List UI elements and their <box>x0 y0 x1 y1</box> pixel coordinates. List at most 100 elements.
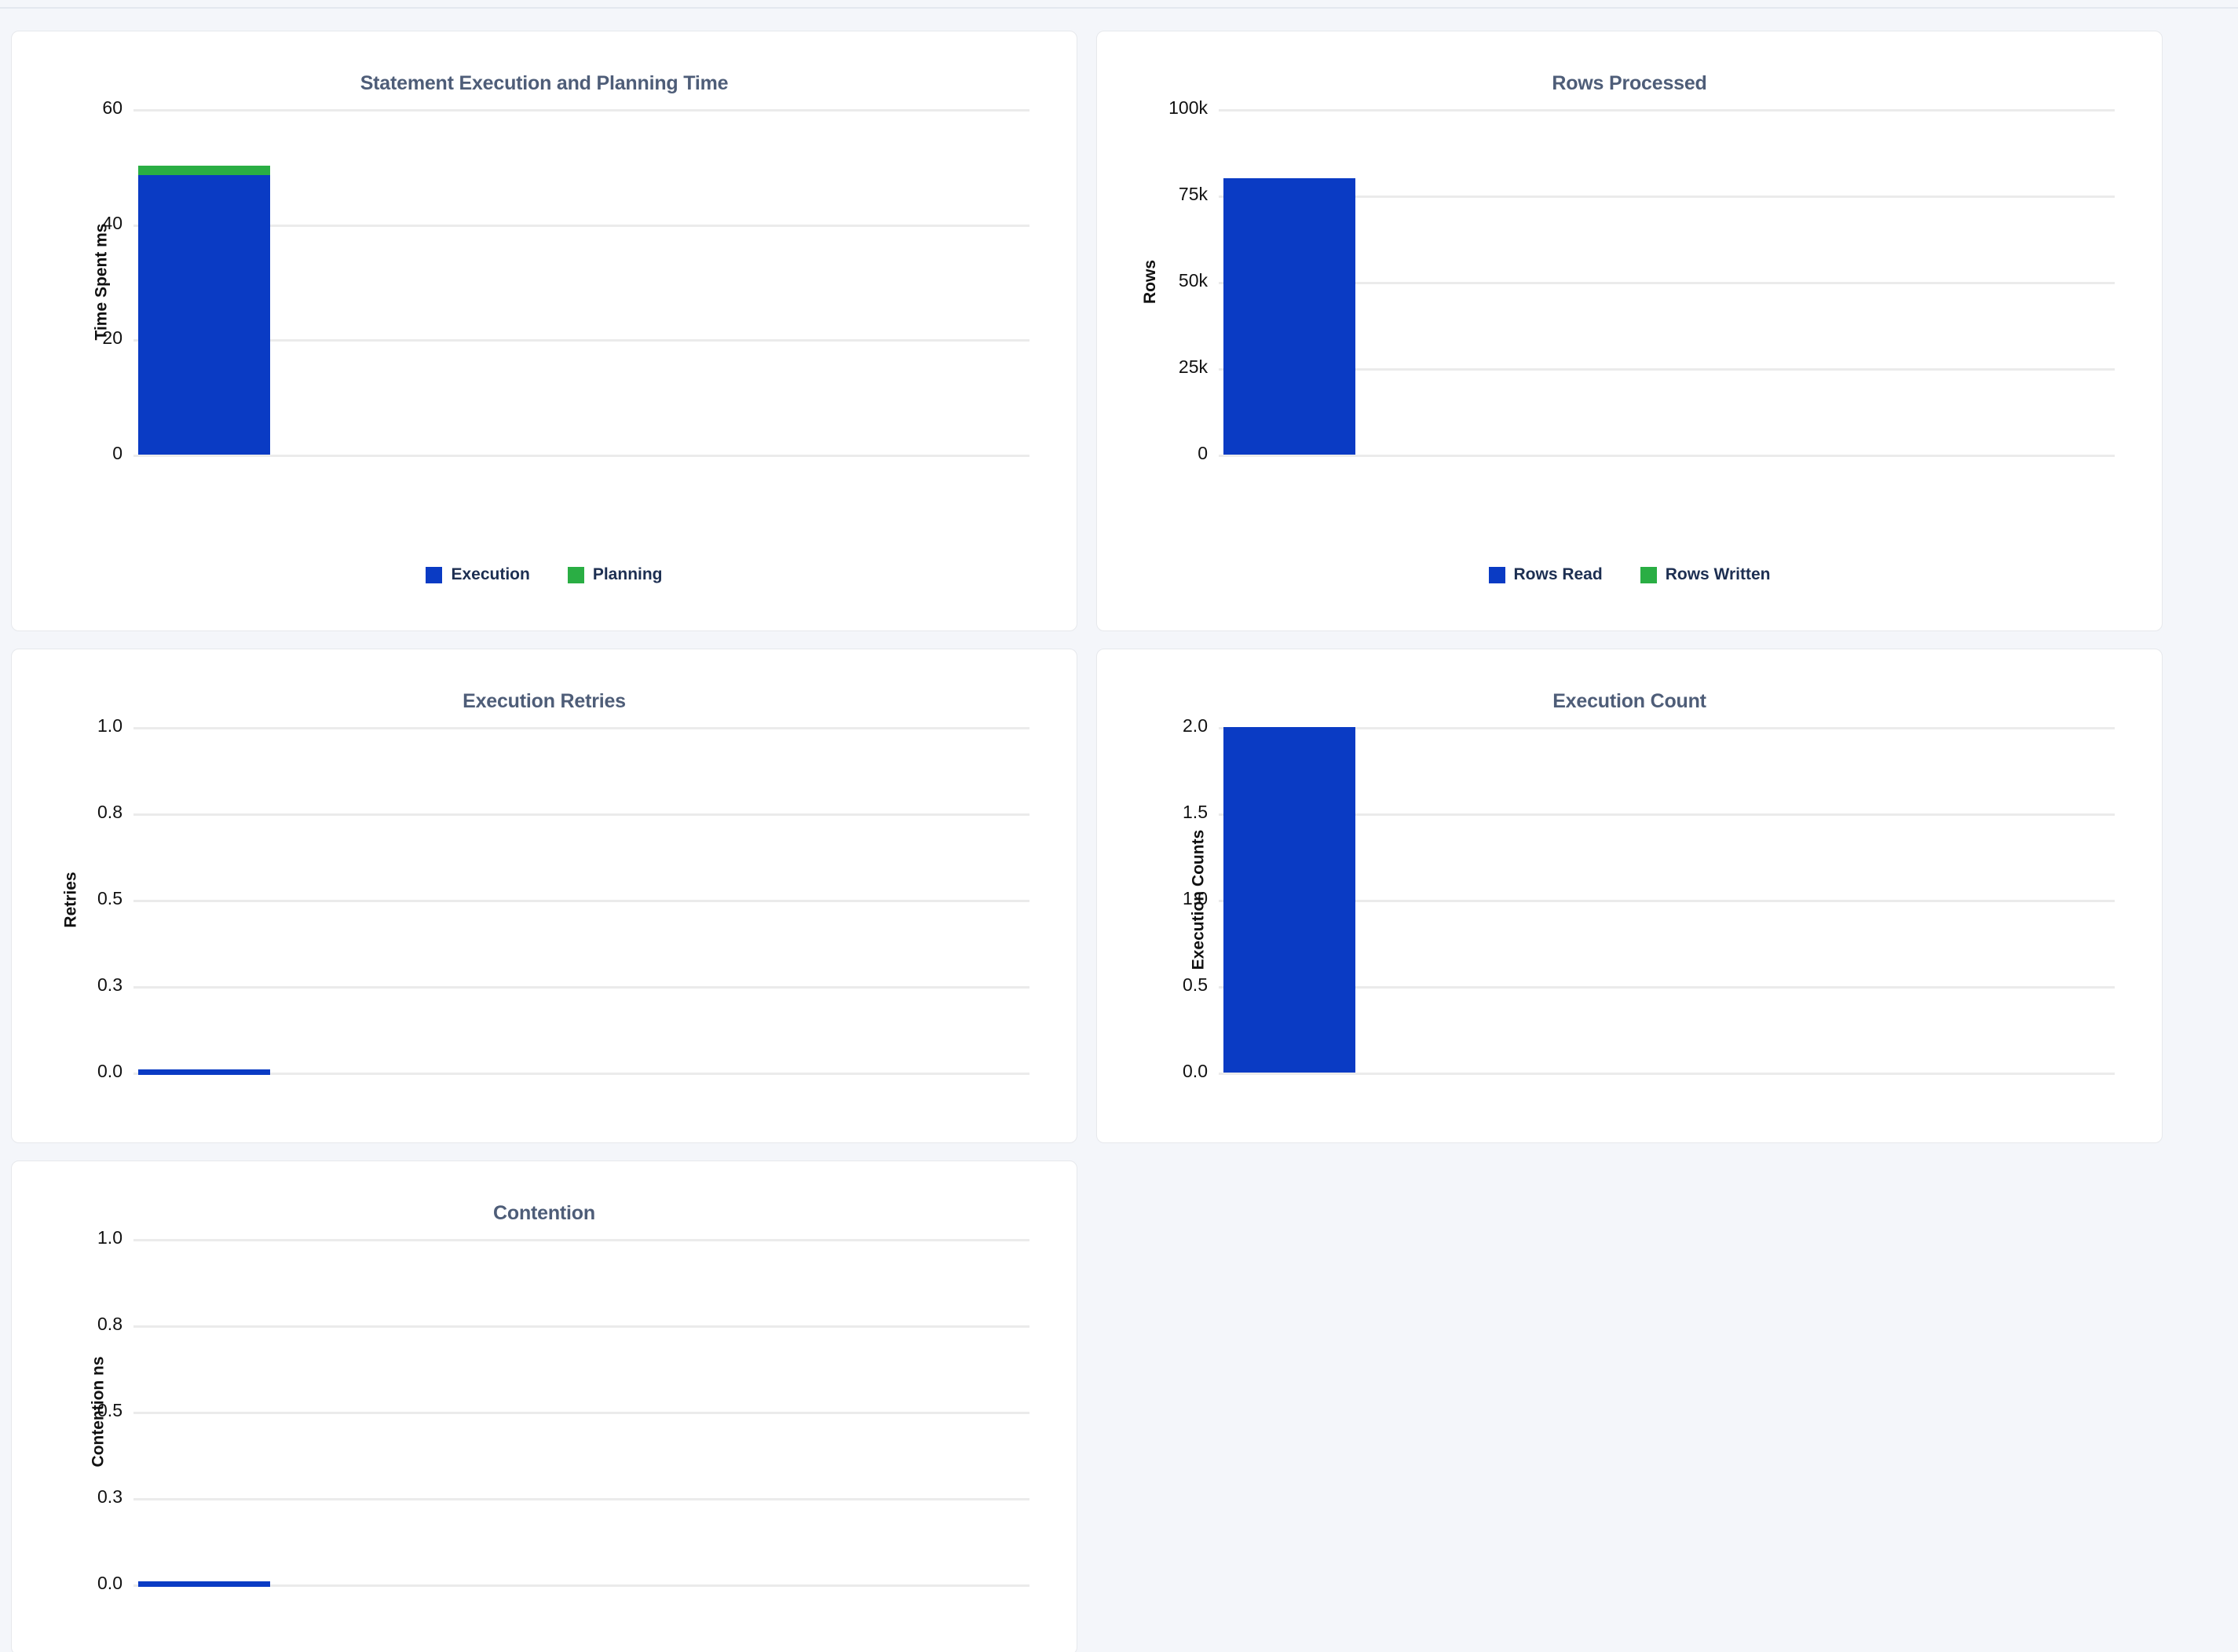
chart-grid: Statement Execution and Planning Time Ti… <box>0 15 2238 1652</box>
y-tick-label: 0.0 <box>97 1061 123 1081</box>
y-tick-label: 0.3 <box>97 974 123 995</box>
chart-title: Execution Retries <box>463 690 626 712</box>
gridline <box>133 1239 1029 1241</box>
y-axis-label: Time Spent ms <box>92 223 111 341</box>
y-tick-label: 0.5 <box>1183 974 1208 995</box>
y-tick-label: 25k <box>1178 356 1208 377</box>
legend-swatch-icon <box>1488 566 1505 583</box>
y-tick-label: 40 <box>102 212 123 233</box>
y-tick-label: 2.0 <box>1183 715 1208 736</box>
y-tick-label: 1.0 <box>97 1227 123 1248</box>
gridline <box>133 986 1029 989</box>
chart-card-execution-count[interactable]: Execution Count Execution Counts 0.0 0.5 1… <box>1096 649 2163 1143</box>
bars-layer[interactable] <box>133 109 1029 455</box>
y-tick-label: 1.0 <box>1183 888 1208 908</box>
zero-value-bar[interactable] <box>138 1069 270 1075</box>
plot-area: Retries 0.0 0.3 0.5 0.8 1.0 <box>12 715 1077 1081</box>
chart-legend[interactable]: Rows Read Rows Written <box>1097 565 2162 584</box>
axis-area: 0.0 0.5 1.0 1.5 2.0 <box>1183 715 2115 1081</box>
bar-segment[interactable] <box>1223 727 1355 1073</box>
plot-area: Contention ns 0.0 0.3 0.5 0.8 1.0 <box>12 1227 1077 1593</box>
gridline <box>1219 282 2115 284</box>
gridline <box>133 339 1029 342</box>
chart-title: Rows Processed <box>1552 72 1707 94</box>
bars-layer[interactable] <box>1219 109 2115 455</box>
bar-segment[interactable] <box>138 165 270 176</box>
axis-area: 0.0 0.3 0.5 0.8 1.0 <box>97 715 1029 1081</box>
gridline <box>133 900 1029 902</box>
chart-legend[interactable]: Execution Planning <box>12 565 1077 584</box>
gridline <box>1219 368 2115 371</box>
gridline <box>133 1412 1029 1414</box>
bar[interactable] <box>1223 727 1355 1073</box>
y-tick-label: 60 <box>102 97 123 118</box>
y-tick-label: 1.0 <box>97 715 123 736</box>
y-tick-label: 0 <box>1198 443 1208 463</box>
gridline <box>133 727 1029 729</box>
gridline <box>133 813 1029 816</box>
legend-label: Rows Written <box>1665 565 1771 583</box>
y-tick-label: 50k <box>1178 270 1208 291</box>
legend-swatch-icon <box>1640 566 1657 583</box>
plot-area: Time Spent ms 0 20 40 60 <box>12 97 1077 463</box>
y-tick-label: 0.5 <box>97 1400 123 1420</box>
gridline <box>1219 1073 2115 1075</box>
y-tick-label: 0.0 <box>1183 1061 1208 1081</box>
gridline <box>1219 455 2115 457</box>
bar[interactable] <box>1223 178 1355 455</box>
gridline <box>1219 727 2115 729</box>
y-tick-label: 1.5 <box>1183 802 1208 822</box>
axis-area: 0 25k 50k 75k 100k <box>1168 97 2115 463</box>
chart-title: Statement Execution and Planning Time <box>360 72 729 94</box>
gridline <box>133 1073 1029 1075</box>
bars-layer[interactable] <box>1219 727 2115 1073</box>
legend-label: Rows Read <box>1513 565 1603 583</box>
y-axis-label: Rows <box>1141 259 1160 305</box>
gridline <box>133 1584 1029 1587</box>
legend-item[interactable]: Rows Read <box>1488 565 1603 584</box>
zero-value-bar[interactable] <box>138 1581 270 1587</box>
gridline <box>1219 196 2115 198</box>
y-tick-label: 0.8 <box>97 1314 123 1334</box>
y-tick-label: 0.5 <box>97 888 123 908</box>
top-divider <box>0 7 2238 9</box>
y-axis-label: Retries <box>61 872 80 928</box>
chart-title: Contention <box>493 1202 595 1224</box>
y-tick-label: 100k <box>1168 97 1208 118</box>
legend-item[interactable]: Rows Written <box>1640 565 1771 584</box>
y-tick-label: 0.8 <box>97 802 123 822</box>
gridline <box>1219 109 2115 111</box>
gridline <box>133 109 1029 111</box>
chart-card-contention[interactable]: Contention Contention ns 0.0 0.3 0.5 0.8 1.0 <box>11 1160 1077 1652</box>
y-tick-label: 75k <box>1178 184 1208 204</box>
chart-card-statement-execution-planning-time[interactable]: Statement Execution and Planning Time Ti… <box>11 31 1077 631</box>
legend-label: Execution <box>451 565 530 583</box>
axis-area: 0 20 40 60 <box>102 97 1029 463</box>
chart-card-rows-processed[interactable]: Rows Processed Rows 0 25k 50k 75k 100k Rows … <box>1096 31 2163 631</box>
gridline <box>133 224 1029 227</box>
y-tick-label: 20 <box>102 327 123 349</box>
bar-segment[interactable] <box>138 175 270 455</box>
bars-layer[interactable] <box>133 1239 1029 1587</box>
gridline <box>1219 986 2115 989</box>
bar-segment[interactable] <box>1223 178 1355 455</box>
gridline <box>1219 900 2115 902</box>
bar[interactable] <box>138 165 270 455</box>
legend-item[interactable]: Planning <box>567 565 663 584</box>
bars-layer[interactable] <box>133 727 1029 1075</box>
plot-area: Rows 0 25k 50k 75k 100k <box>1097 97 2162 463</box>
gridline <box>133 455 1029 457</box>
y-tick-label: 0.3 <box>97 1486 123 1507</box>
gridline <box>1219 813 2115 816</box>
legend-label: Planning <box>592 565 663 583</box>
legend-swatch-icon <box>567 566 584 583</box>
legend-item[interactable]: Execution <box>426 565 530 584</box>
y-tick-label: 0 <box>112 443 123 463</box>
chart-card-execution-retries[interactable]: Execution Retries Retries 0.0 0.3 0.5 0.8 1.… <box>11 649 1077 1143</box>
axis-area: 0.0 0.3 0.5 0.8 1.0 <box>97 1227 1029 1593</box>
gridline <box>133 1325 1029 1328</box>
plot-area: Execution Counts 0.0 0.5 1.0 1.5 2.0 <box>1097 715 2162 1081</box>
y-tick-label: 0.0 <box>97 1573 123 1593</box>
chart-title: Execution Count <box>1552 690 1706 712</box>
